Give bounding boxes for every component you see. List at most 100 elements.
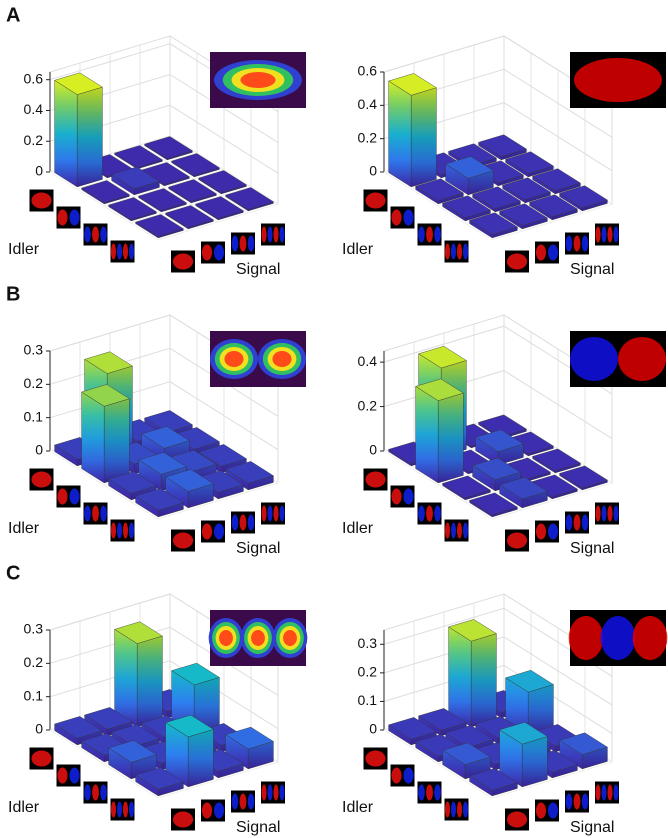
- mode-lobe: [57, 768, 67, 784]
- mode-lobe: [463, 802, 468, 818]
- z-tick-label: 0.4: [358, 353, 378, 369]
- z-tick-label: 0.1: [24, 408, 44, 424]
- bar: [82, 384, 130, 483]
- z-tick-label: 0.2: [358, 397, 378, 413]
- bar-face-left: [449, 627, 472, 727]
- mode-lobe: [123, 523, 128, 539]
- axis-label: Idler: [342, 799, 374, 816]
- z-tick-label: 0.6: [24, 70, 44, 86]
- z-tick-label: 0: [35, 163, 43, 179]
- mode-lobe: [173, 254, 193, 270]
- mode-lobe: [248, 515, 255, 531]
- inset-blob: [224, 351, 243, 367]
- bar-face-left: [416, 386, 439, 483]
- mode-lobe: [391, 210, 401, 226]
- mode-lobe: [434, 227, 441, 243]
- mode-lobe: [232, 236, 239, 252]
- mode-lobe: [445, 802, 450, 818]
- mode-lobe: [273, 227, 278, 243]
- bar: [389, 73, 437, 186]
- mode-lobe: [100, 785, 107, 801]
- inset-blob: [272, 351, 291, 367]
- bar: [55, 73, 103, 187]
- mode-lobe: [117, 244, 122, 260]
- axis-label: Idler: [8, 520, 40, 537]
- bar-shade: [104, 399, 129, 483]
- mode-lobe: [84, 227, 91, 243]
- mode-lobe: [261, 785, 266, 801]
- mode-lobe: [57, 489, 67, 505]
- mode-lobe: [613, 785, 618, 801]
- mode-lobe: [100, 506, 107, 522]
- mode-lobe: [457, 802, 462, 818]
- z-tick-label: 0: [35, 721, 43, 737]
- mode-lobe: [607, 227, 612, 243]
- mode-lobe: [240, 515, 247, 531]
- mode-lobe: [31, 472, 51, 488]
- mode-lobe: [536, 245, 546, 261]
- mode-lobe: [100, 227, 107, 243]
- mode-lobe: [403, 489, 413, 505]
- z-tick-label: 0.4: [24, 101, 44, 117]
- panel-label: B: [6, 283, 20, 305]
- mode-lobe: [267, 506, 272, 522]
- z-tick-label: 0.3: [358, 635, 378, 651]
- bar-face-left: [389, 81, 412, 187]
- mode-lobe: [173, 533, 193, 549]
- mode-lobe: [613, 227, 618, 243]
- mode-lobe: [202, 524, 212, 540]
- inset-blob: [574, 58, 662, 102]
- mode-lobe: [261, 227, 266, 243]
- mode-lobe: [111, 523, 116, 539]
- mode-lobe: [267, 785, 272, 801]
- mode-lobe: [548, 524, 558, 540]
- z-tick-label: 0.1: [358, 692, 378, 708]
- z-tick-label: 0.4: [358, 96, 378, 112]
- mode-lobe: [403, 210, 413, 226]
- z-tick-label: 0.2: [24, 132, 44, 148]
- axis-label: Signal: [570, 540, 614, 557]
- mode-lobe: [434, 506, 441, 522]
- mode-lobe: [601, 227, 606, 243]
- z-tick-label: 0.2: [358, 129, 378, 145]
- inset-blob: [219, 630, 233, 646]
- bar-face-left: [82, 392, 105, 483]
- mode-lobe: [123, 244, 128, 260]
- mode-lobe: [445, 244, 450, 260]
- mode-lobe: [273, 506, 278, 522]
- mode-lobe: [117, 523, 122, 539]
- mode-lobe: [92, 785, 99, 801]
- z-tick-label: 0.2: [24, 654, 44, 670]
- mode-lobe: [57, 210, 67, 226]
- bar: [449, 619, 497, 727]
- mode-lobe: [582, 515, 589, 531]
- mode-lobe: [601, 785, 606, 801]
- mode-lobe: [84, 506, 91, 522]
- mode-lobe: [595, 227, 600, 243]
- mode-lobe: [232, 515, 239, 531]
- mode-lobe: [391, 768, 401, 784]
- mode-lobe: [451, 802, 456, 818]
- mode-lobe: [92, 227, 99, 243]
- z-tick-label: 0: [369, 442, 377, 458]
- mode-lobe: [202, 245, 212, 261]
- mode-lobe: [566, 236, 573, 252]
- mode-lobe: [214, 245, 224, 261]
- mode-lobe: [582, 236, 589, 252]
- z-tick-label: 0: [369, 163, 377, 179]
- mode-lobe: [457, 244, 462, 260]
- bar: [416, 379, 464, 483]
- mode-lobe: [607, 506, 612, 522]
- mode-lobe: [445, 523, 450, 539]
- mode-lobe: [261, 506, 266, 522]
- bar: [115, 622, 163, 727]
- mode-lobe: [69, 210, 79, 226]
- z-tick-label: 0: [35, 442, 43, 458]
- z-tick-label: 0.1: [24, 687, 44, 703]
- mode-lobe: [92, 506, 99, 522]
- mode-lobe: [365, 193, 385, 209]
- mode-lobe: [69, 489, 79, 505]
- mode-lobe: [613, 506, 618, 522]
- mode-lobe: [507, 812, 527, 828]
- mode-lobe: [391, 489, 401, 505]
